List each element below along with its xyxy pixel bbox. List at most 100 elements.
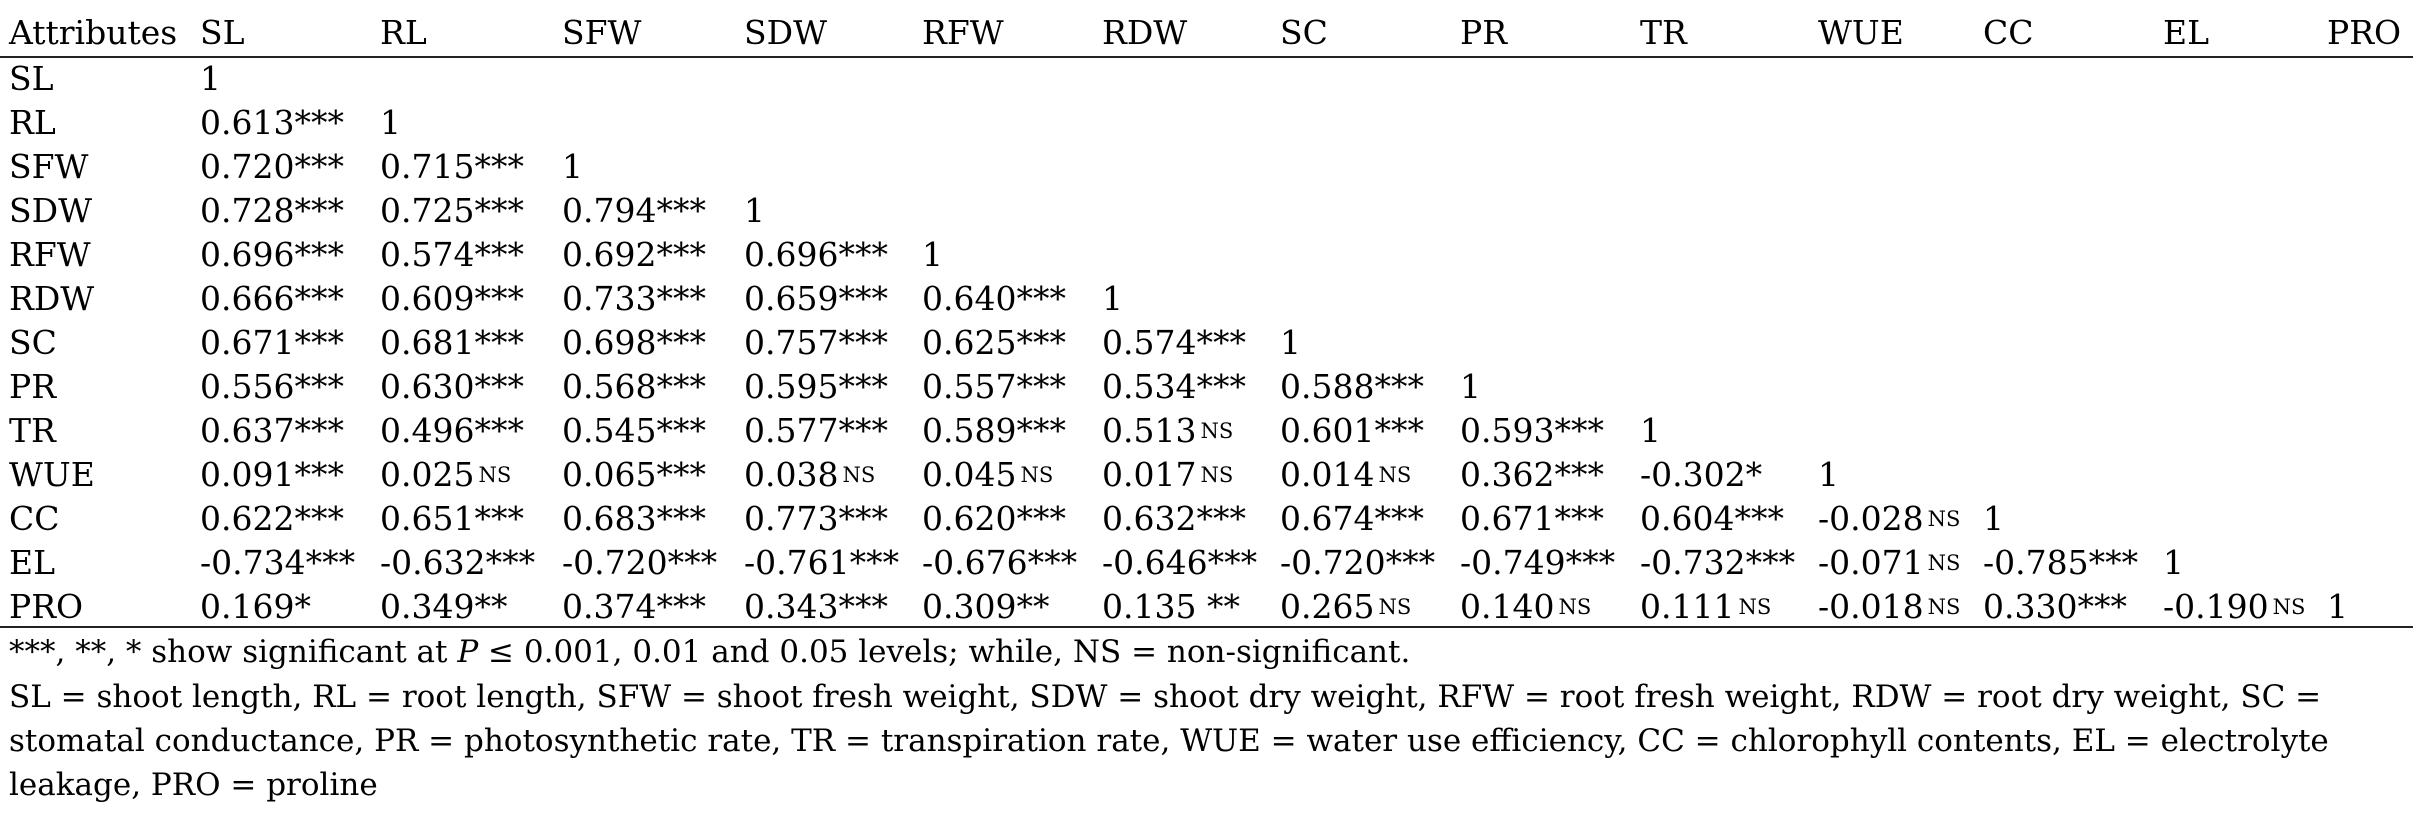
- correlation-value: 0.728***: [200, 191, 344, 230]
- correlation-value: 0.014: [1280, 455, 1375, 494]
- correlation-value: 1: [1102, 279, 1123, 318]
- correlation-value: 1: [380, 103, 401, 142]
- significance-marker: NS: [1200, 419, 1234, 443]
- correlation-cell: -0.302*: [1640, 452, 1762, 497]
- correlation-value: 0.574***: [380, 235, 524, 274]
- correlation-value: 0.045: [922, 455, 1017, 494]
- correlation-cell: 0.014 NS: [1280, 452, 1411, 502]
- correlation-value: 0.630***: [380, 367, 524, 406]
- correlation-cell: 0.683***: [562, 496, 706, 541]
- correlation-cell: 0.733***: [562, 276, 706, 321]
- correlation-cell: 1: [1460, 364, 1481, 409]
- correlation-cell: 1: [1983, 496, 2004, 541]
- correlation-cell: 0.588***: [1280, 364, 1424, 409]
- correlation-value: 0.651***: [380, 499, 524, 538]
- correlation-cell: -0.720***: [1280, 540, 1435, 585]
- correlation-cell: 0.666***: [200, 276, 344, 321]
- correlation-cell: 0.574***: [1102, 320, 1246, 365]
- correlation-value: 0.343***: [744, 587, 888, 626]
- correlation-cell: 0.630***: [380, 364, 524, 409]
- correlation-value: 1: [922, 235, 943, 274]
- correlation-value: 0.625***: [922, 323, 1066, 362]
- row-label: RDW: [9, 279, 95, 318]
- correlation-value: 0.720***: [200, 147, 344, 186]
- correlation-value: -0.749***: [1460, 543, 1616, 582]
- correlation-value: 0.265: [1280, 587, 1375, 626]
- correlation-value: 0.065***: [562, 455, 706, 494]
- correlation-value: 0.140: [1460, 587, 1555, 626]
- correlation-value: 1: [1818, 455, 1839, 494]
- table-row-sfw: SFW 0.720*** 0.715*** 1: [0, 144, 2413, 189]
- correlation-value: 0.330***: [1983, 587, 2127, 626]
- significance-marker: NS: [478, 463, 512, 487]
- correlation-value: 0.374***: [562, 587, 706, 626]
- table-header-row: Attributes SL RL SFW SDW RFW RDW SC PR TR WUE CC EL…: [0, 10, 2413, 55]
- correlation-value: 1: [744, 191, 765, 230]
- correlation-value: 0.733***: [562, 279, 706, 318]
- correlation-cell: 0.609***: [380, 276, 524, 321]
- correlation-cell: 0.601***: [1280, 408, 1424, 453]
- correlation-value: 0.309**: [922, 587, 1050, 626]
- correlation-value: 0.683***: [562, 499, 706, 538]
- correlation-cell: 1: [1818, 452, 1839, 497]
- correlation-value: 0.588***: [1280, 367, 1424, 406]
- correlation-value: -0.018: [1818, 587, 1924, 626]
- correlation-cell: 0.091***: [200, 452, 344, 497]
- correlation-value: 0.025: [380, 455, 475, 494]
- correlation-cell: 0.671***: [200, 320, 344, 365]
- correlation-value: 0.601***: [1280, 411, 1424, 450]
- correlation-cell: 1: [200, 56, 221, 101]
- correlation-cell: 0.698***: [562, 320, 706, 365]
- correlation-cell: 0.045 NS: [922, 452, 1053, 502]
- correlation-cell: 0.637***: [200, 408, 344, 453]
- correlation-value: 1: [1640, 411, 1661, 450]
- correlation-cell: 0.674***: [1280, 496, 1424, 541]
- correlation-value: 0.362***: [1460, 455, 1604, 494]
- table-row-sl: SL 1: [0, 56, 2413, 101]
- row-label: EL: [9, 543, 56, 582]
- column-header-rfw: RFW: [922, 13, 1004, 52]
- column-header-sc: SC: [1280, 13, 1328, 52]
- correlation-value: 0.640***: [922, 279, 1066, 318]
- correlation-cell: 0.135 **: [1102, 584, 1240, 629]
- correlation-value: 0.773***: [744, 499, 888, 538]
- correlation-cell: 0.613***: [200, 100, 344, 145]
- correlation-value: 0.622***: [200, 499, 344, 538]
- table-row-rdw: RDW 0.666*** 0.609*** 0.733*** 0.659*** 0.640…: [0, 276, 2413, 321]
- correlation-cell: 0.757***: [744, 320, 888, 365]
- correlation-cell: 0.681***: [380, 320, 524, 365]
- correlation-cell: 0.715***: [380, 144, 524, 189]
- correlation-value: 0.698***: [562, 323, 706, 362]
- correlation-cell: -0.749***: [1460, 540, 1615, 585]
- correlation-value: 1: [2327, 587, 2348, 626]
- correlation-value: 0.671***: [200, 323, 344, 362]
- correlation-value: 0.111: [1640, 587, 1735, 626]
- row-label: SFW: [9, 147, 89, 186]
- correlation-cell: -0.676***: [922, 540, 1077, 585]
- correlation-cell: 1: [1102, 276, 1123, 321]
- correlation-value: 1: [2163, 543, 2184, 582]
- correlation-cell: 0.773***: [744, 496, 888, 541]
- correlation-value: 0.496***: [380, 411, 524, 450]
- row-label: WUE: [9, 455, 95, 494]
- abbreviation-footnote-line-2: stomatal conductance, PR = photosyntheti…: [9, 723, 2329, 759]
- correlation-cell: 1: [380, 100, 401, 145]
- correlation-cell: 0.794***: [562, 188, 706, 233]
- correlation-cell: -0.761***: [744, 540, 899, 585]
- correlation-cell: 0.696***: [200, 232, 344, 277]
- correlation-cell: 0.625***: [922, 320, 1066, 365]
- row-label: PR: [9, 367, 57, 406]
- abbreviation-footnote-line-3: leakage, PRO = proline: [9, 767, 378, 803]
- correlation-cell: 0.557***: [922, 364, 1066, 409]
- correlation-cell: 0.728***: [200, 188, 344, 233]
- correlation-value: -0.676***: [922, 543, 1078, 582]
- correlation-value: 0.568***: [562, 367, 706, 406]
- correlation-cell: 0.513 NS: [1102, 408, 1233, 458]
- table-row-rfw: RFW 0.696*** 0.574*** 0.692*** 0.696*** 1: [0, 232, 2413, 277]
- significance-marker: NS: [842, 463, 876, 487]
- column-header-rl: RL: [380, 13, 427, 52]
- correlation-cell: 0.349**: [380, 584, 507, 629]
- table-row-rl: RL 0.613*** 1: [0, 100, 2413, 145]
- row-label: SDW: [9, 191, 92, 230]
- correlation-cell: 0.330***: [1983, 584, 2127, 629]
